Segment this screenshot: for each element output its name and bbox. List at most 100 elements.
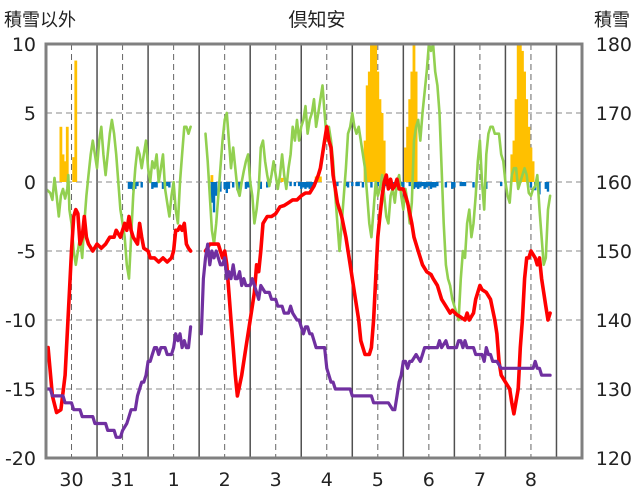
x-day-label: 5 — [372, 469, 384, 491]
y-right-tick-label: 180 — [596, 34, 632, 56]
other-bar — [302, 182, 305, 188]
precip-bar — [404, 147, 407, 182]
other-bar — [168, 182, 171, 188]
other-bar — [412, 182, 416, 189]
y-left-tick-label: -5 — [17, 241, 36, 263]
precip-bar — [512, 140, 516, 182]
other-bar — [376, 182, 380, 187]
other-bar — [423, 182, 426, 189]
precip-bar — [523, 71, 526, 182]
other-bar — [136, 182, 139, 187]
other-bar — [304, 182, 307, 189]
precip-bar — [410, 71, 414, 182]
y-left-tick-label: -10 — [5, 310, 36, 332]
other-bar — [129, 182, 133, 189]
right-axis-label: 積雪 — [594, 10, 630, 31]
other-bar — [463, 182, 467, 187]
precip-bar — [378, 99, 382, 182]
other-bar — [431, 182, 435, 188]
y-left-tick-label: 5 — [24, 103, 36, 125]
other-bar — [155, 182, 158, 188]
precip-bar — [210, 175, 214, 182]
precip-bar — [531, 161, 535, 182]
y-left-tick-label: -15 — [5, 379, 36, 401]
other-bar — [429, 182, 433, 189]
other-bar — [499, 182, 503, 187]
other-bar — [425, 182, 428, 188]
other-bar — [459, 182, 462, 187]
series-line-露点 — [204, 42, 552, 322]
line-series — [44, 42, 552, 439]
other-bar — [140, 182, 143, 188]
other-bar — [225, 182, 228, 194]
series-line-積雪 — [199, 242, 552, 412]
other-bar — [414, 182, 418, 188]
precip-bar — [74, 60, 78, 183]
series-line-気温 — [203, 125, 552, 416]
precip-bar — [65, 126, 69, 182]
precip-bar — [412, 44, 416, 182]
other-bar — [544, 182, 548, 189]
other-bar — [308, 182, 311, 189]
other-bar — [214, 182, 218, 196]
other-bar — [417, 182, 420, 189]
other-bar — [461, 182, 465, 187]
other-bar — [166, 182, 169, 187]
x-day-label: 8 — [525, 469, 537, 491]
precip-bar — [280, 177, 284, 182]
other-bar — [355, 182, 358, 187]
x-day-label: 30 — [59, 469, 83, 491]
other-bar — [357, 182, 360, 187]
other-bar — [246, 182, 250, 188]
other-bar — [227, 182, 231, 189]
other-bar — [153, 182, 156, 188]
other-bar — [238, 182, 241, 191]
other-bar — [451, 182, 454, 189]
precip-bar — [514, 99, 518, 182]
other-bar — [219, 182, 222, 192]
precip-bar — [376, 71, 380, 182]
other-bar — [351, 182, 354, 187]
precip-bar — [370, 44, 373, 182]
precip-bar — [516, 44, 520, 182]
x-day-label: 7 — [474, 469, 486, 491]
other-bar — [134, 182, 137, 189]
series-line-積雪 — [44, 325, 193, 439]
other-bar — [266, 182, 269, 188]
left-axis-label: 積雪以外 — [4, 10, 76, 31]
other-bar — [546, 182, 550, 192]
x-day-label: 6 — [423, 469, 435, 491]
other-bar — [244, 182, 248, 189]
precip-bar — [529, 147, 533, 182]
precip-bar — [510, 154, 514, 182]
precip-bar — [374, 44, 378, 182]
other-bar — [289, 182, 292, 187]
precip-bar — [59, 126, 63, 182]
precip-bar — [527, 126, 531, 182]
precip-bar — [63, 161, 67, 182]
precip-bar — [367, 71, 371, 182]
series-line-気温 — [46, 207, 193, 415]
other-bar — [529, 182, 533, 188]
x-day-label: 2 — [219, 469, 231, 491]
precip-bar — [518, 44, 522, 182]
other-bar — [127, 182, 131, 189]
chart-title: 倶知安 — [288, 9, 345, 31]
precip-bar — [406, 126, 409, 182]
precip-bar — [318, 176, 322, 182]
other-bar — [161, 182, 165, 189]
other-bar — [310, 182, 314, 188]
other-bar — [421, 182, 424, 187]
precip-bar — [380, 113, 384, 182]
x-day-label: 3 — [270, 469, 282, 491]
other-bar — [210, 182, 214, 203]
other-bar — [436, 182, 439, 187]
other-bar — [297, 182, 301, 187]
bar-series — [59, 44, 550, 213]
other-bar — [151, 182, 154, 189]
other-bar — [370, 182, 373, 188]
precip-bar — [525, 99, 529, 182]
other-bar — [538, 182, 541, 195]
